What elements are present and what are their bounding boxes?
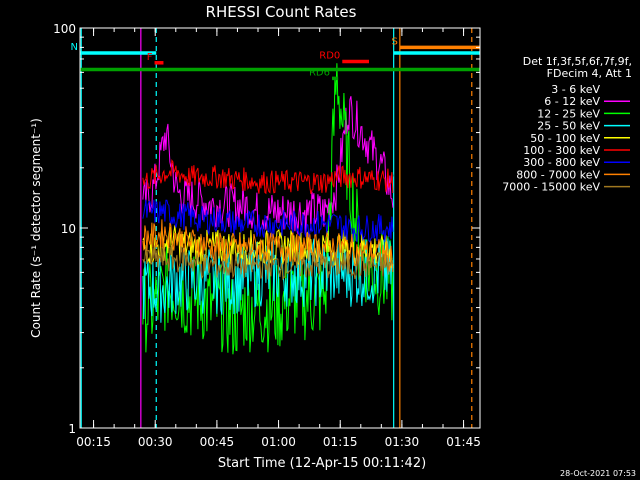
x-tick-label: 01:45 — [446, 435, 481, 449]
legend-label: 800 - 7000 keV — [516, 168, 600, 181]
series-line — [142, 63, 394, 355]
plot-area: N F RD0 RD6 S 00:15 00:30 00:45 01:00 01:15 01:30 0… — [53, 22, 481, 449]
x-tick-label: 01:15 — [323, 435, 358, 449]
plot-frame — [79, 27, 481, 429]
x-tick-label: 01:00 — [261, 435, 296, 449]
annotation-label: RD0 — [319, 50, 340, 61]
series-line — [142, 219, 394, 273]
series-line — [142, 244, 394, 281]
legend-label: 300 - 800 keV — [523, 156, 600, 169]
legend-label: 100 - 300 keV — [523, 144, 600, 157]
legend-label: 7000 - 15000 keV — [502, 181, 600, 194]
legend-header: FDecim 4, Att 1 — [547, 67, 632, 80]
legend-label: 12 - 25 keV — [537, 107, 600, 120]
x-tick-label: 00:45 — [200, 435, 235, 449]
legend-label: 3 - 6 keV — [551, 83, 600, 96]
y-tick-label: 1 — [68, 422, 76, 436]
chart-title: RHESSI Count Rates — [206, 3, 357, 21]
series-line — [142, 158, 394, 195]
series-line — [142, 96, 394, 235]
legend-label: 6 - 12 keV — [544, 95, 600, 108]
y-axis-label: Count Rate (s⁻¹ detector segment⁻¹) — [29, 118, 43, 338]
annotation-label: N — [71, 42, 78, 53]
timestamp: 28-Oct-2021 07:53 — [560, 469, 636, 478]
annotation-label: RD6 — [309, 67, 330, 78]
legend-label: 25 - 50 keV — [537, 120, 600, 133]
series-line — [142, 139, 394, 187]
annotation-label: S — [391, 36, 397, 47]
x-tick-label: 01:30 — [385, 435, 420, 449]
series-line — [142, 199, 394, 243]
annotation-label: F — [147, 52, 153, 63]
x-axis-label: Start Time (12-Apr-15 00:11:42) — [218, 456, 426, 471]
legend: Det 1f,3f,5f,6f,7f,9f,FDecim 4, Att 1 3 -… — [502, 55, 632, 194]
y-tick-label: 10 — [61, 222, 76, 236]
x-tick-label: 00:15 — [76, 435, 111, 449]
x-tick-label: 00:30 — [138, 435, 173, 449]
legend-label: 50 - 100 keV — [530, 132, 600, 145]
y-tick-label: 100 — [53, 22, 76, 36]
legend-header: Det 1f,3f,5f,6f,7f,9f, — [523, 55, 632, 68]
